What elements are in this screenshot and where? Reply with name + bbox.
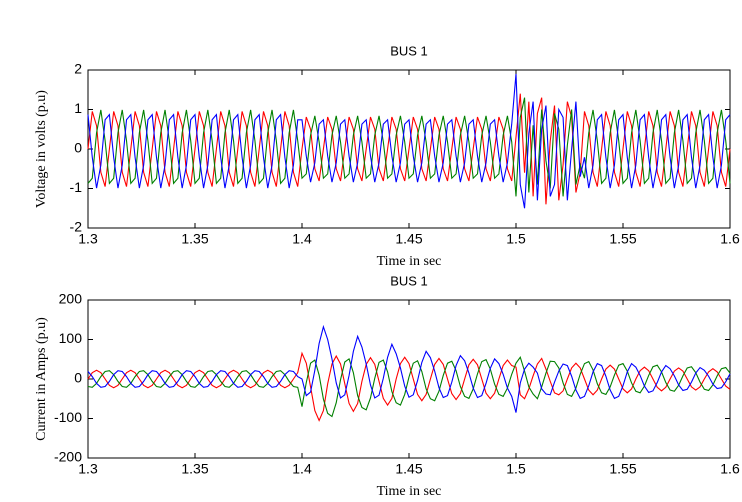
x-tick-label: 1.6	[720, 461, 740, 477]
x-tick-label: 1.5	[506, 231, 526, 247]
y-axis-label: Current in Amps (p.u)	[34, 317, 49, 441]
y-tick-label: 100	[59, 330, 83, 346]
x-tick-label: 1.35	[181, 461, 208, 477]
data-line	[87, 97, 731, 197]
x-tick-label: 1.35	[181, 231, 208, 247]
y-tick-label: 200	[59, 291, 83, 307]
x-tick-label: 1.55	[609, 231, 636, 247]
x-tick-label: 1.45	[395, 461, 422, 477]
y-tick-label: 2	[74, 61, 82, 77]
data-line	[87, 324, 731, 413]
x-tick-label: 1.4	[292, 231, 312, 247]
y-axis-label: Voltage in volts (p.u)	[34, 90, 49, 208]
y-tick-label: -100	[54, 409, 82, 425]
x-tick-label: 1.5	[506, 461, 526, 477]
data-line	[87, 356, 731, 418]
data-line	[87, 93, 731, 205]
y-tick-label: -1	[70, 179, 83, 195]
x-tick-label: 1.55	[609, 461, 636, 477]
y-tick-label: 0	[74, 140, 82, 156]
x-axis-label: Time in sec	[377, 484, 442, 499]
x-tick-label: 1.6	[720, 231, 740, 247]
x-tick-label: 1.45	[395, 231, 422, 247]
y-tick-label: -200	[54, 449, 82, 465]
x-tick-label: 1.3	[78, 461, 98, 477]
y-tick-label: 0	[74, 370, 82, 386]
x-axis-label: Time in sec	[377, 254, 442, 269]
x-tick-label: 1.4	[292, 461, 312, 477]
data-line	[87, 73, 731, 209]
chart-title: BUS 1	[390, 273, 428, 288]
y-tick-label: 1	[74, 100, 82, 116]
y-tick-label: -2	[70, 219, 83, 235]
x-tick-label: 1.3	[78, 231, 98, 247]
data-line	[87, 351, 731, 422]
chart-title: BUS 1	[390, 43, 428, 58]
